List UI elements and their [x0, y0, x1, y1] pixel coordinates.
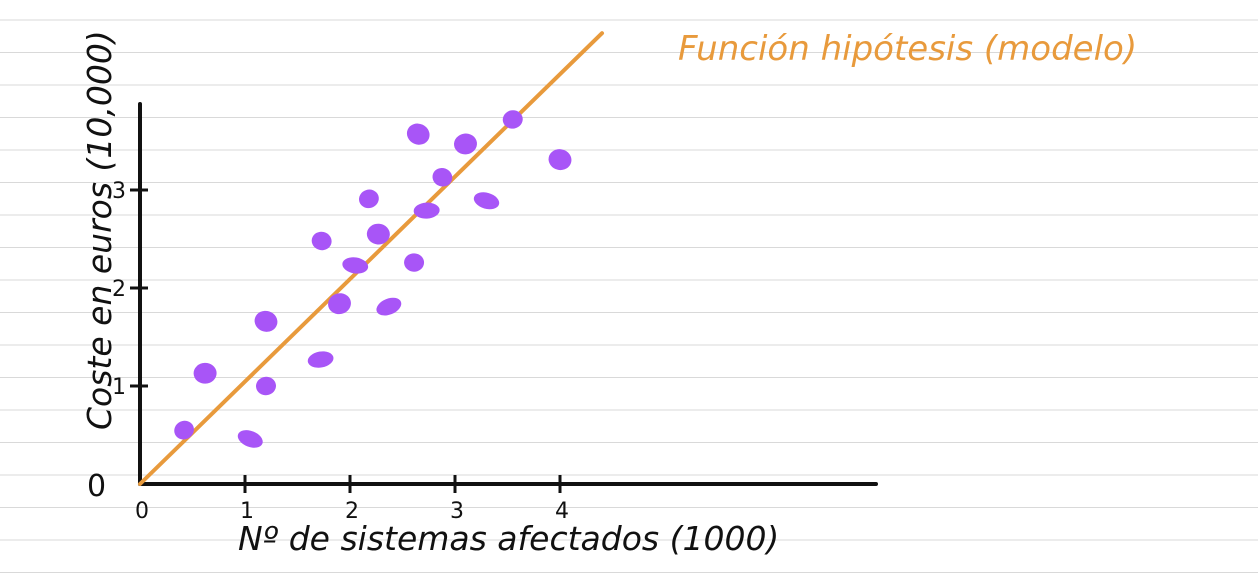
data-point: [404, 253, 425, 272]
data-point: [473, 192, 500, 210]
x-tick-label: 4: [555, 499, 569, 524]
scatter-points: [174, 110, 572, 448]
x-tick-label: 3: [450, 499, 464, 524]
x-tick-label: 1: [240, 499, 254, 524]
data-point: [307, 351, 334, 368]
data-point: [254, 310, 278, 332]
y-tick-label: 2: [112, 277, 126, 302]
data-point: [548, 149, 572, 171]
data-point: [454, 133, 477, 155]
data-point: [311, 231, 332, 251]
data-point: [342, 257, 369, 274]
x-tick-label: 2: [345, 499, 359, 524]
data-point: [376, 297, 402, 316]
tick-labels: 0 1 2 3 4 1 2 3: [112, 179, 569, 524]
x-axis-label: Nº de sistemas afectados (1000): [238, 519, 779, 558]
hypothesis-line: [138, 31, 604, 486]
chart-axes: [138, 102, 878, 486]
data-point: [193, 362, 217, 384]
chart-title: Función hipótesis (modelo): [678, 29, 1137, 69]
data-point: [174, 420, 194, 440]
x-tick-label: 0: [135, 499, 149, 524]
y-tick-label: 3: [112, 179, 126, 204]
data-point: [502, 110, 523, 129]
hypothesis-line-segment: [138, 31, 604, 486]
y-axis-label: Coste en euros (10,000): [80, 30, 119, 430]
tick-marks: [130, 188, 562, 493]
data-point: [358, 189, 379, 209]
data-point: [413, 202, 440, 219]
y-tick-label: 1: [112, 375, 126, 400]
data-point: [406, 123, 430, 145]
data-point: [432, 167, 453, 187]
data-point: [366, 223, 390, 245]
data-point: [328, 293, 351, 315]
origin-label: 0: [87, 469, 106, 504]
notebook-ruling: [0, 19, 1258, 573]
data-point: [256, 376, 276, 396]
data-point: [237, 430, 263, 448]
